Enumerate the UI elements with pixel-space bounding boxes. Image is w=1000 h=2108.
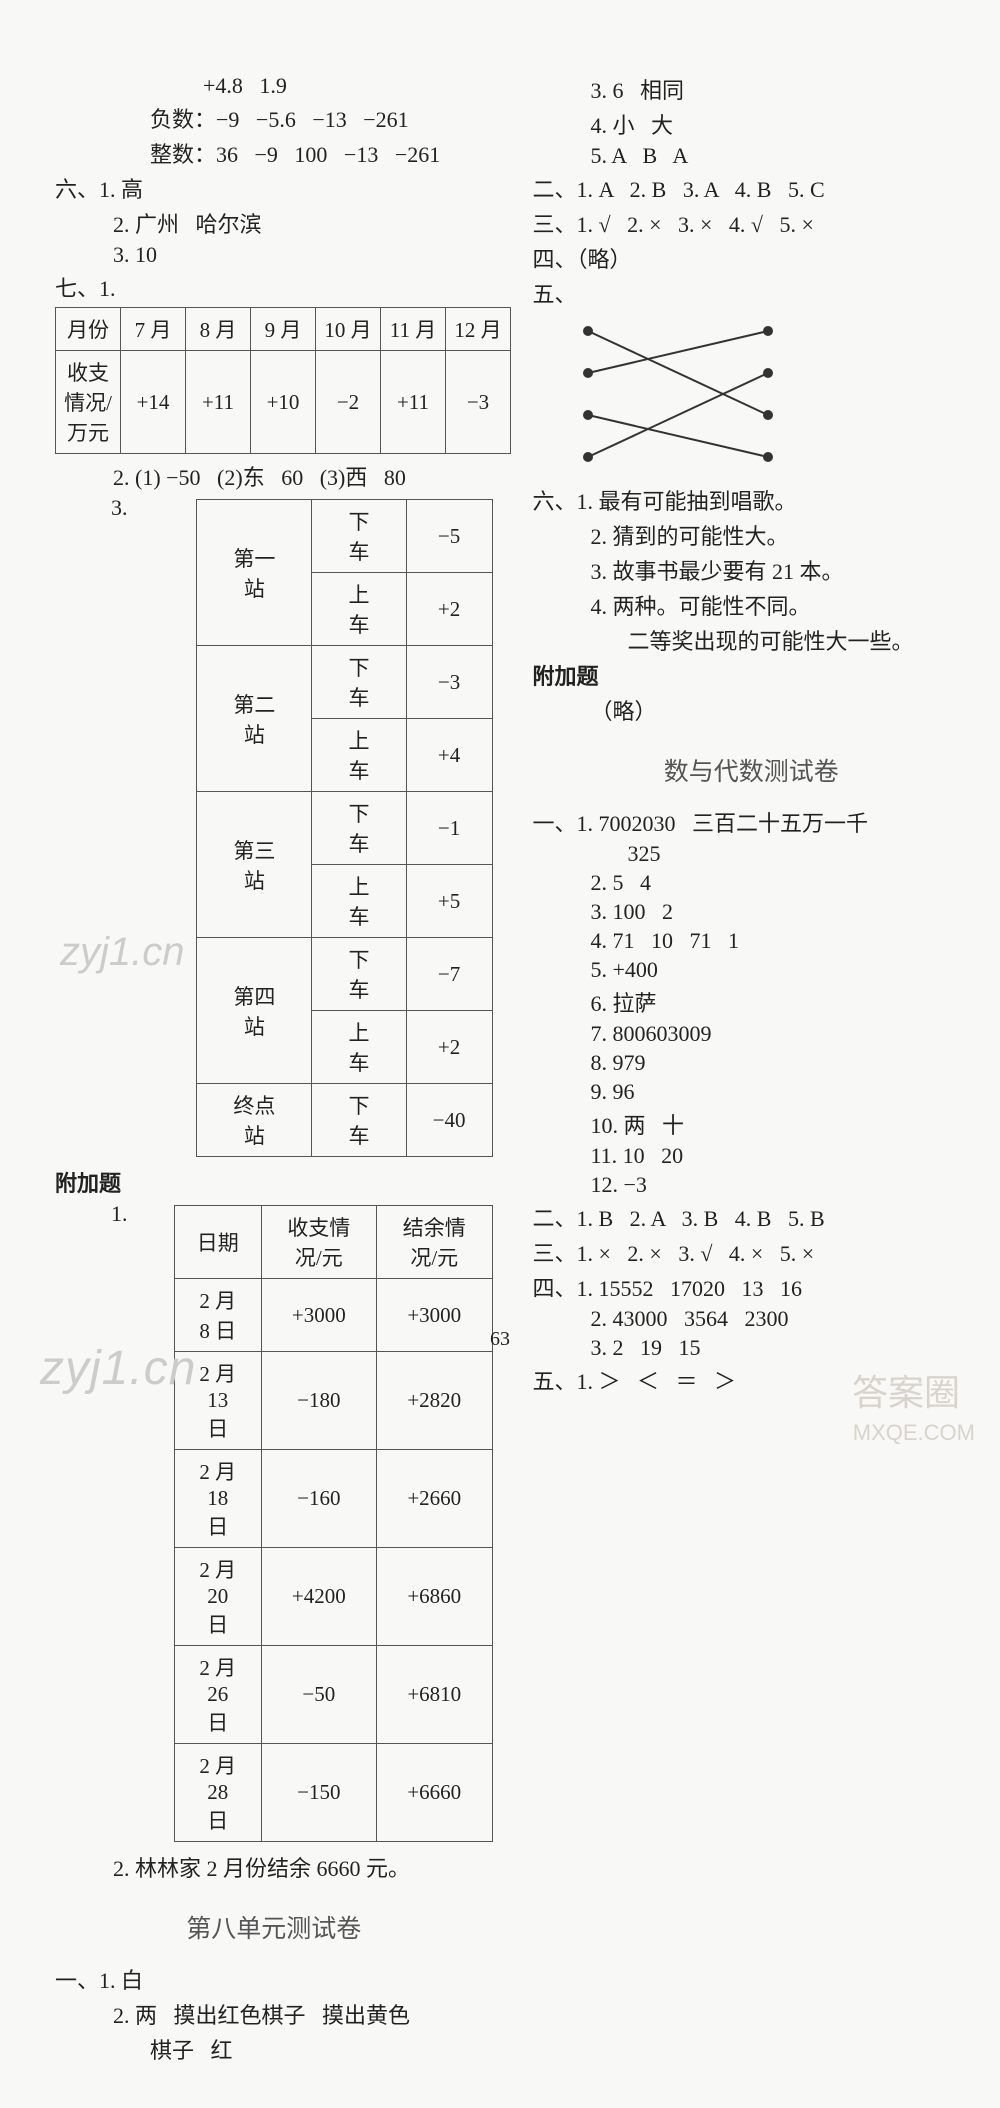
text: 二、1. B 2. A 3. B 4. B 5. B <box>533 1201 971 1233</box>
watermark: 答案圈 <box>852 1364 960 1416</box>
text: 1. 15552 17020 13 16 <box>577 1276 803 1301</box>
text: 5. +400 <box>533 957 971 983</box>
text: 3. <box>55 495 196 521</box>
unit8-title: 第八单元测试卷 <box>55 1909 493 1945</box>
text: 三、1. × 2. × 3. √ 4. × 5. × <box>533 1236 971 1268</box>
text: 2. (1) −50 (2)东 60 (3)西 80 <box>55 460 493 492</box>
months-table: 月份7 月8 月9 月10 月11 月12 月 收支情况/万元+14+11+10… <box>55 307 511 454</box>
text: 负数：−9 −5.6 −13 −261 <box>55 102 493 134</box>
text: 3. 6 相同 <box>533 73 971 105</box>
text: 6. 拉萨 <box>533 986 971 1018</box>
right-column: 3. 6 相同 4. 小 大 5. A B A 二、1. A 2. B 3. A… <box>533 70 971 2068</box>
text: 2. 广州 哈尔滨 <box>55 207 493 239</box>
section-label: 五、 <box>533 277 971 309</box>
text: 1. <box>55 1201 174 1227</box>
watermark: zyj1.cn <box>40 1341 196 1396</box>
text: 10. 两 十 <box>533 1108 971 1140</box>
text: 一、 <box>55 1968 99 1993</box>
text: 三、1. √ 2. × 3. × 4. √ 5. × <box>533 207 971 239</box>
text: +4.8 1.9 <box>55 73 493 99</box>
section-label: 附加题 <box>533 659 971 691</box>
text: 325 <box>533 841 971 867</box>
left-column: +4.8 1.9 负数：−9 −5.6 −13 −261 整数：36 −9 10… <box>55 70 493 2068</box>
section-label: 附加题 <box>55 1166 493 1198</box>
text: 1. 最有可能抽到唱歌。 <box>577 489 797 514</box>
section-label: 六、1. 高 <box>55 172 493 204</box>
text: 3. 10 <box>55 242 493 268</box>
text: 一、 <box>533 811 577 836</box>
text: 5. A B A <box>533 143 971 169</box>
text: 4. 71 10 71 1 <box>533 928 971 954</box>
text: 11. 10 20 <box>533 1143 971 1169</box>
text: 四、1. 15552 17020 13 16 <box>533 1271 971 1303</box>
text: 二等奖出现的可能性大一些。 <box>533 624 971 656</box>
text: 4. 小 大 <box>533 108 971 140</box>
text: 12. −3 <box>533 1172 971 1198</box>
text: 1. 高 <box>99 177 143 202</box>
text: 2. 猜到的可能性大。 <box>533 519 971 551</box>
text: 1. 7002030 三百二十五万一千 <box>577 811 869 836</box>
text: 3. 故事书最少要有 21 本。 <box>533 554 971 586</box>
text: 3. 2 19 15 <box>533 1335 971 1361</box>
text: 一、1. 7002030 三百二十五万一千 <box>533 806 971 838</box>
sd-title: 数与代数测试卷 <box>533 752 971 788</box>
stations-table: 第一站下车−5上车+2第二站下车−3上车+4第三站下车−1上车+5第四站下车−7… <box>196 499 492 1157</box>
text: 六、 <box>55 177 99 202</box>
text: 六、 <box>533 489 577 514</box>
text: 8. 979 <box>533 1050 971 1076</box>
text: 2. 林林家 2 月份结余 6660 元。 <box>55 1851 493 1883</box>
text: 二、1. A 2. B 3. A 4. B 5. C <box>533 172 971 204</box>
page-number: 63 <box>490 1328 510 1351</box>
text: 2. 43000 3564 2300 <box>533 1306 971 1332</box>
text: 六、1. 最有可能抽到唱歌。 <box>533 484 971 516</box>
text: 2. 5 4 <box>533 870 971 896</box>
watermark: MXQE.COM <box>853 1420 975 1446</box>
text: 四、（略） <box>533 242 971 274</box>
text: 2. 两 摸出红色棋子 摸出黄色 <box>55 1998 493 2030</box>
text: 7. 800603009 <box>533 1021 971 1047</box>
text: 1. 白 <box>99 1968 143 1993</box>
text: 棋子 红 <box>55 2033 493 2065</box>
watermark: zyj1.cn <box>60 930 185 975</box>
text: 一、1. 白 <box>55 1963 493 1995</box>
section-label: 七、1. <box>55 271 493 303</box>
text: 9. 96 <box>533 1079 971 1105</box>
text: （略） <box>533 694 971 726</box>
text: 4. 两种。可能性不同。 <box>533 589 971 621</box>
dates-table: 日期收支情况/元结余情况/元2 月 8 日+3000+30002 月 13 日−… <box>174 1205 493 1842</box>
text: 整数：36 −9 100 −13 −261 <box>55 137 493 169</box>
text: 四、 <box>533 1276 577 1301</box>
text: 3. 100 2 <box>533 899 971 925</box>
matching-diagram <box>563 313 803 478</box>
